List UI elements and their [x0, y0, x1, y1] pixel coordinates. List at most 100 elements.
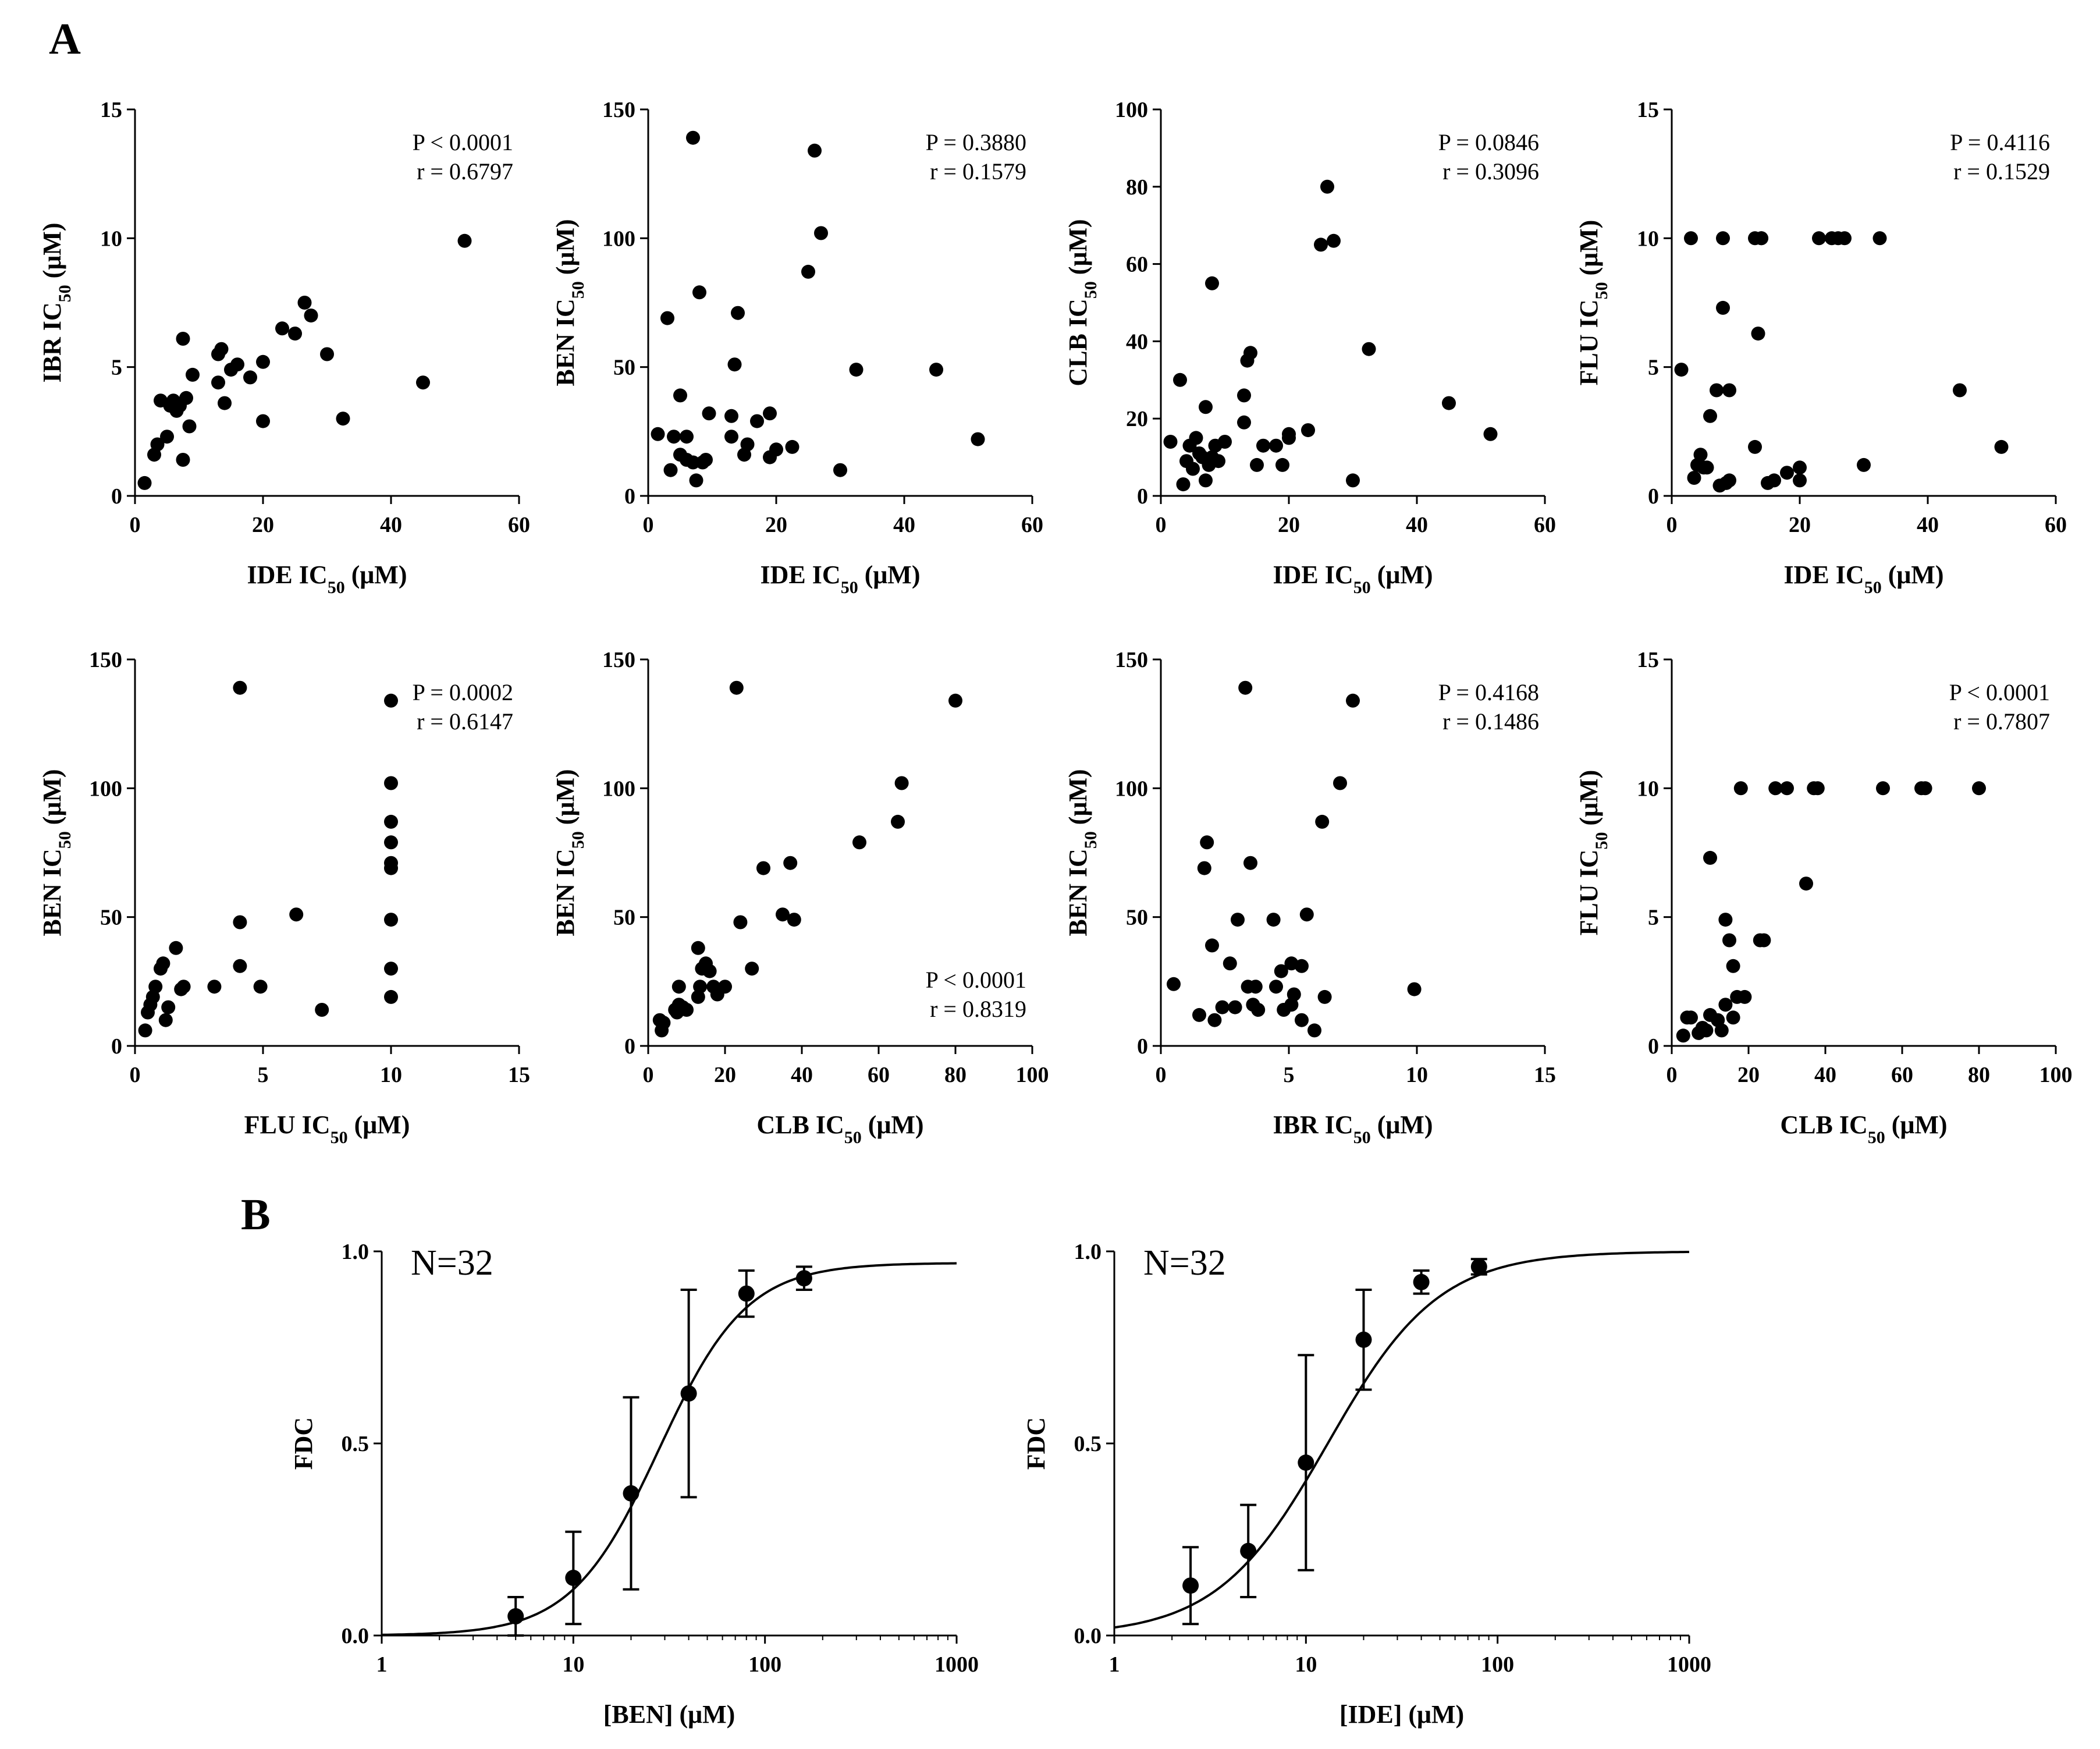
chart-7-point: [1192, 1007, 1206, 1022]
chart-7-point: [1200, 835, 1214, 850]
chart-4-point: [1716, 300, 1730, 315]
chart-3-point: [1189, 431, 1203, 445]
chart-4-point: [1857, 457, 1871, 472]
chart-2-point: [651, 427, 665, 441]
chart-1-y-tick-label: 0: [111, 484, 122, 509]
chart-5-point: [169, 941, 183, 955]
chart-9-fit-curve: [381, 1262, 957, 1636]
chart-8-point: [1780, 781, 1794, 796]
chart-4-point: [1687, 471, 1701, 485]
chart-3-point: [1218, 435, 1232, 449]
chart-6-point: [745, 962, 759, 976]
chart-3-point: [1269, 438, 1283, 453]
chart-10-point: [1240, 1542, 1257, 1559]
chart-7-point: [1223, 956, 1237, 971]
chart-1-stat-p: P < 0.0001: [413, 129, 513, 155]
chart-7-y-tick-label: 150: [1115, 648, 1148, 672]
chart-9-x-tick-label: 100: [748, 1652, 781, 1677]
chart-7-point: [1317, 989, 1332, 1004]
chart-4-y-tick-label: 15: [1637, 98, 1659, 122]
chart-8-point: [1684, 1010, 1698, 1025]
chart-3-point: [1211, 454, 1225, 469]
chart-4-y-tick-label: 5: [1648, 356, 1659, 380]
chart-4: 0 20 40 60 0 5 10 15 IDE IC50 (μM) FLU IC50 (μM) P…: [1575, 98, 2067, 597]
chart-6-point: [718, 980, 732, 994]
chart-3-point: [1282, 427, 1296, 441]
chart-1-point: [256, 414, 270, 428]
chart-2-point: [929, 363, 943, 377]
chart-7-point: [1228, 1000, 1242, 1014]
chart-1-y-tick-label: 15: [100, 98, 122, 122]
chart-2-point: [785, 439, 800, 454]
chart-3-stat-p: P = 0.0846: [1438, 129, 1539, 155]
chart-8-y-tick-label: 15: [1637, 648, 1659, 672]
chart-5-point: [207, 980, 222, 994]
chart-6-point: [680, 1003, 694, 1017]
chart-1-point: [256, 354, 270, 369]
chart-4-x-tick-label: 20: [1789, 513, 1811, 537]
chart-1-point: [275, 321, 289, 336]
chart-6-x-label: CLB IC50 (μM): [756, 1111, 923, 1147]
chart-9-x-label: [BEN] (μM): [603, 1700, 735, 1729]
chart-2-point: [971, 432, 985, 446]
chart-1-point: [182, 419, 197, 434]
chart-4-y-tick-label: 10: [1637, 226, 1659, 251]
chart-2-point: [660, 311, 674, 325]
chart-5-point: [384, 989, 398, 1004]
chart-8: 0 20 40 60 80 100 0 5 10 15 CLB IC50 (μM) FLU IC50 …: [1575, 648, 2073, 1147]
chart-7-point: [1215, 1000, 1230, 1014]
chart-7-point: [1299, 907, 1314, 922]
chart-7-point: [1207, 1013, 1222, 1027]
chart-2-y-tick-label: 100: [602, 226, 635, 251]
chart-5-point: [384, 776, 398, 790]
chart-8-y-tick-label: 0: [1648, 1034, 1659, 1059]
chart-10: 1 10 100 1000 0.0 0.5 1.0 [IDE] (μM) FDC N=32: [1022, 1240, 1711, 1729]
chart-8-point: [1703, 850, 1717, 865]
chart-4-x-tick-label: 40: [1917, 513, 1939, 537]
chart-9: 1 10 100 1000 0.0 0.5 1.0 [BEN] (μM) FDC N=32: [289, 1240, 979, 1729]
chart-8-point: [1722, 933, 1736, 948]
chart-1-point: [176, 453, 190, 467]
chart-2-point: [849, 363, 864, 377]
chart-8-y-tick-label: 10: [1637, 776, 1659, 801]
chart-6-stat-p: P < 0.0001: [926, 967, 1026, 993]
chart-1-point: [150, 437, 165, 452]
chart-2-point: [769, 442, 783, 457]
chart-6-point: [693, 980, 708, 994]
chart-8-point: [1676, 1028, 1690, 1043]
chart-2-stat-p: P = 0.3880: [926, 129, 1026, 155]
chart-3-point: [1483, 427, 1498, 441]
chart-5-point: [158, 1013, 173, 1027]
chart-5-stat-r: r = 0.6147: [417, 708, 513, 735]
chart-8-x-label: CLB IC50 (μM): [1780, 1111, 1947, 1147]
chart-6-point: [852, 835, 866, 850]
chart-5-point: [233, 915, 247, 930]
chart-10-x-tick-label: 1: [1109, 1652, 1120, 1677]
chart-8-point: [1810, 781, 1825, 796]
chart-4-y-tick-label: 0: [1648, 484, 1659, 509]
chart-4-point: [1793, 473, 1807, 488]
chart-10-y-tick-label: 0.0: [1074, 1624, 1102, 1648]
chart-1-point: [160, 430, 174, 444]
chart-10-point: [1355, 1331, 1372, 1348]
chart-3-point: [1327, 233, 1341, 248]
chart-4-point: [1994, 439, 2009, 454]
chart-4-point: [1754, 231, 1768, 246]
chart-4-point: [1953, 383, 1967, 398]
chart-7-point: [1251, 1003, 1266, 1017]
chart-9-n-annotation: N=32: [411, 1243, 493, 1283]
chart-4-x-tick-label: 60: [2045, 513, 2067, 537]
chart-4-point: [1700, 460, 1714, 475]
chart-7-point: [1269, 980, 1283, 994]
chart-7-x-tick-label: 10: [1406, 1063, 1428, 1087]
chart-4-point: [1722, 473, 1736, 488]
chart-2-y-tick-label: 0: [624, 484, 635, 509]
chart-3: 0 20 40 60 0 20 40 60 80 100 IDE IC50 (μM) CLB IC50…: [1064, 98, 1556, 597]
chart-10-point: [1470, 1258, 1487, 1275]
chart-7-point: [1295, 1013, 1309, 1027]
chart-3-y-tick-label: 40: [1126, 329, 1148, 354]
chart-6-point: [756, 861, 770, 875]
chart-4-point: [1838, 231, 1852, 246]
